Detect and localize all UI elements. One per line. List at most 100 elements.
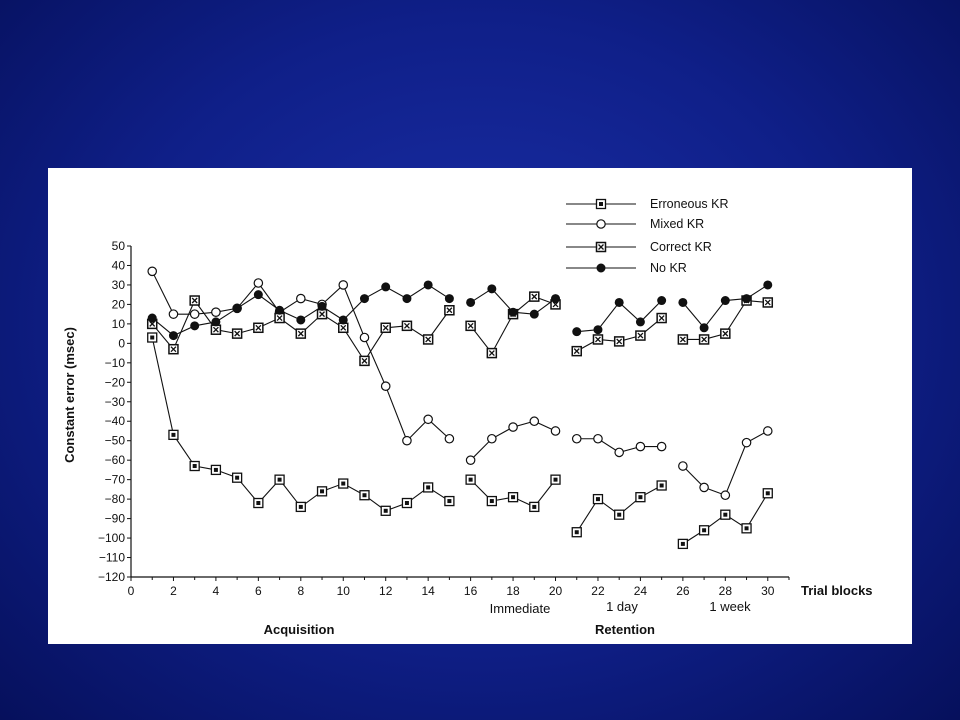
series-erroneous-kr bbox=[147, 332, 773, 550]
data-point-no-kr bbox=[678, 297, 688, 307]
marker-cross bbox=[679, 336, 686, 343]
data-point-mixed-kr bbox=[338, 280, 349, 290]
data-point-erroneous-kr bbox=[338, 478, 349, 489]
phase-label-one-day: 1 day bbox=[606, 599, 638, 614]
series-line-erroneous-kr bbox=[576, 485, 662, 533]
marker-center bbox=[468, 477, 473, 482]
data-point-erroneous-kr bbox=[274, 474, 285, 485]
data-point-mixed-kr bbox=[487, 433, 497, 444]
data-point-mixed-kr bbox=[656, 441, 667, 452]
data-point-erroneous-kr bbox=[423, 482, 434, 493]
marker-center bbox=[256, 501, 261, 506]
marker-cross bbox=[467, 322, 474, 329]
data-point-mixed-kr bbox=[380, 381, 391, 391]
marker-cross bbox=[637, 332, 644, 339]
data-point-no-kr bbox=[211, 317, 221, 327]
marker-center bbox=[362, 493, 367, 498]
data-point-erroneous-kr bbox=[614, 509, 625, 520]
data-point-erroneous-kr bbox=[698, 525, 710, 536]
data-point-erroneous-kr bbox=[147, 332, 158, 343]
y-tick-label: −60 bbox=[105, 453, 126, 467]
data-point-correct-kr bbox=[338, 322, 349, 334]
marker-center bbox=[511, 495, 516, 500]
marker-center bbox=[383, 508, 388, 513]
data-point-erroneous-kr bbox=[444, 495, 455, 507]
data-point-erroneous-kr bbox=[677, 538, 689, 550]
x-tick-label: 16 bbox=[464, 584, 478, 598]
marker-center bbox=[213, 467, 218, 472]
data-point-correct-kr bbox=[401, 320, 413, 332]
legend-label-no-kr: No KR bbox=[650, 261, 687, 275]
data-point-erroneous-kr bbox=[295, 501, 306, 513]
data-point-erroneous-kr bbox=[550, 474, 561, 485]
marker-center bbox=[171, 432, 176, 437]
data-point-no-kr bbox=[720, 296, 730, 306]
marker-cross bbox=[382, 324, 389, 331]
data-point-erroneous-kr bbox=[741, 523, 752, 534]
data-point-erroneous-kr bbox=[762, 488, 773, 499]
data-point-correct-kr bbox=[168, 343, 179, 355]
data-point-correct-kr bbox=[444, 305, 455, 316]
series-lines bbox=[146, 266, 774, 550]
marker-cross bbox=[722, 330, 729, 337]
y-tick-label: 0 bbox=[118, 336, 125, 350]
data-point-no-kr bbox=[296, 315, 306, 325]
x-tick-label: 30 bbox=[761, 584, 775, 598]
legend-marker-no-kr bbox=[596, 263, 606, 273]
series-mixed-kr bbox=[147, 266, 773, 501]
data-point-mixed-kr bbox=[189, 309, 200, 319]
data-point-correct-kr bbox=[210, 324, 222, 335]
marker-center bbox=[744, 526, 749, 531]
data-point-mixed-kr bbox=[444, 433, 455, 444]
x-tick-label: 6 bbox=[255, 584, 262, 598]
data-point-correct-kr bbox=[762, 297, 774, 308]
x-tick-label: 2 bbox=[170, 584, 177, 598]
x-tick-label: 14 bbox=[421, 584, 435, 598]
data-point-no-kr bbox=[487, 284, 497, 294]
data-point-correct-kr bbox=[465, 320, 476, 332]
data-point-correct-kr bbox=[529, 291, 540, 302]
series-line-mixed-kr bbox=[682, 430, 769, 496]
data-point-erroneous-kr bbox=[168, 429, 179, 441]
marker-center bbox=[723, 512, 728, 517]
figure-panel: 50 40 30 20 10 0 −10 −20 −30 −40 −50 −60 −70 −80 −90 −1… bbox=[48, 168, 912, 644]
x-tick-label: 18 bbox=[506, 584, 520, 598]
series-correct-kr bbox=[146, 291, 774, 367]
data-point-mixed-kr bbox=[593, 433, 603, 444]
data-point-correct-kr bbox=[486, 347, 498, 359]
line-chart: 50403020100−10−20−30−40−50−60−70−80−90−1… bbox=[62, 197, 873, 637]
marker-center bbox=[192, 464, 197, 469]
data-point-erroneous-kr bbox=[635, 492, 646, 503]
x-tick-label: 28 bbox=[719, 584, 733, 598]
data-point-mixed-kr bbox=[699, 482, 709, 493]
data-point-erroneous-kr bbox=[656, 480, 667, 491]
x-tick-label: 4 bbox=[213, 584, 220, 598]
data-point-no-kr bbox=[147, 313, 157, 323]
data-point-no-kr bbox=[232, 303, 242, 313]
legend: Erroneous KR Mixed KR Correct KR No KR bbox=[566, 197, 729, 275]
legend-label-mixed-kr: Mixed KR bbox=[650, 217, 704, 231]
marker-center bbox=[426, 485, 431, 490]
marker-center bbox=[298, 504, 303, 509]
data-point-correct-kr bbox=[635, 330, 646, 341]
marker-center bbox=[702, 528, 707, 533]
y-tick-label: 10 bbox=[112, 317, 126, 331]
marker-center bbox=[595, 497, 600, 502]
data-point-mixed-kr bbox=[720, 490, 731, 501]
data-point-erroneous-kr bbox=[592, 493, 604, 505]
marker-cross bbox=[616, 338, 623, 345]
y-axis-label: Constant error (msec) bbox=[62, 327, 77, 463]
marker-cross bbox=[573, 348, 580, 355]
y-tick-label: 20 bbox=[112, 297, 126, 311]
marker-center bbox=[235, 475, 240, 480]
data-point-no-kr bbox=[657, 296, 667, 306]
x-tick-label: 8 bbox=[297, 584, 304, 598]
data-point-erroneous-kr bbox=[507, 492, 519, 503]
marker-center bbox=[447, 499, 452, 504]
x-tick-label: 24 bbox=[634, 584, 648, 598]
data-point-correct-kr bbox=[698, 334, 710, 345]
data-point-mixed-kr bbox=[529, 416, 540, 427]
phase-label-one-week: 1 week bbox=[709, 599, 751, 614]
marker-center bbox=[765, 491, 770, 496]
